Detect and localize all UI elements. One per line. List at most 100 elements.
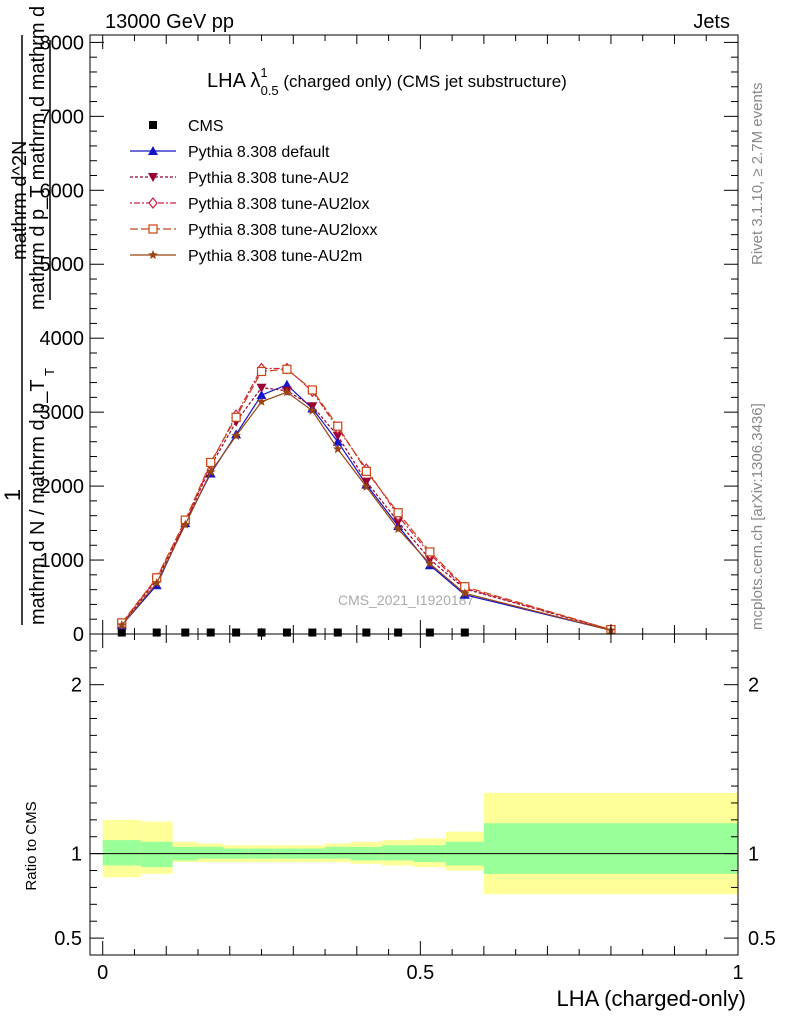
series-line-2: [121, 387, 612, 631]
series-5-point-10: [393, 524, 403, 533]
main-ytick-label-0: 0: [73, 624, 84, 646]
series-5-point-8: [333, 444, 343, 454]
ylabel-numerator-top: mathrm d^2N: [9, 141, 31, 260]
legend-marker-1: [148, 146, 158, 155]
series-4-point-9: [361, 466, 371, 476]
ratio-ytick-label-right-1: 1: [748, 844, 759, 866]
xtick-label-0: 0: [97, 962, 108, 984]
series-line-3: [121, 367, 612, 631]
series-0-point-11: [425, 628, 434, 637]
series-4-point-8: [333, 421, 343, 431]
ratio-band-inner-1: [140, 841, 173, 868]
series-4-point-11: [425, 547, 435, 557]
ratio-band-inner-8: [325, 846, 351, 859]
ratio-ytick-label-left-0: 0.5: [54, 928, 82, 950]
series-2-point-8: [332, 431, 343, 441]
series-4-point-4: [231, 412, 241, 422]
rivet-label: Rivet 3.1.10, ≥ 2.7M events: [749, 83, 766, 266]
series-line-5: [121, 391, 612, 631]
ratio-bands: [90, 792, 738, 895]
series-4-point-7: [307, 385, 317, 395]
legend-label-0: CMS: [188, 118, 224, 135]
xtick-label-1: 0.5: [406, 962, 434, 984]
series-5-point-2: [180, 519, 190, 529]
series-0-point-9: [362, 628, 371, 637]
ratio-ytick-label-left-2: 2: [71, 675, 82, 697]
plot-title: LHA λ1 0.5 (charged only) (CMS jet substr…: [207, 65, 567, 98]
ylabel-denominator: mathrm d N / mathrm d p_T: [27, 379, 49, 625]
plot-title-rest: (charged only) (CMS jet substructure): [279, 72, 567, 91]
legend-marker-2: [148, 173, 158, 182]
main-ytick-label-3: 3000: [40, 402, 85, 424]
series-4-point-3: [206, 457, 216, 468]
series-5-point-5: [256, 396, 267, 406]
main-ytick-label-2: 2000: [40, 476, 85, 498]
series-0-point-6: [282, 628, 291, 637]
legend-label-5: Pythia 8.308 tune-AU2m: [188, 248, 362, 265]
legend-marker-0: [149, 121, 157, 129]
series-5-point-11: [425, 558, 435, 568]
main-ytick-label-1: 1000: [40, 550, 85, 572]
series-layer: [116, 362, 616, 637]
ratio-band-inner-13: [483, 823, 738, 874]
series-5-point-7: [307, 405, 318, 415]
series-0-point-10: [394, 628, 403, 637]
main-ytick-label-8: 8000: [40, 32, 85, 54]
series-1-point-8: [332, 436, 343, 446]
legend-label-1: Pythia 8.308 default: [188, 144, 330, 161]
series-4-point-6: [282, 364, 292, 374]
ylabel-numerator-bottom: mathrm d p_T mathrm d mathrm d lambda: [27, 0, 49, 310]
ratio-ytick-label-left-1: 1: [71, 844, 82, 866]
ratio-ytick-label-right-0: 0.5: [748, 928, 776, 950]
series-2-point-10: [393, 517, 404, 527]
series-4-point-5: [256, 366, 267, 377]
series-1-point-6: [281, 379, 292, 389]
legend: CMS Pythia 8.308 default Pythia 8.308 tune…: [130, 118, 377, 265]
series-4-point-10: [393, 508, 403, 518]
x-axis-label: LHA (charged-only): [556, 986, 746, 1011]
header-right-title: Jets: [693, 11, 730, 33]
watermark: CMS_2021_I1920187: [338, 592, 474, 608]
legend-label-4: Pythia 8.308 tune-AU2loxx: [188, 222, 377, 239]
series-0-point-0: [117, 628, 126, 637]
series-0-point-8: [333, 628, 342, 637]
main-ytick-label-4: 4000: [40, 328, 85, 350]
legend-label-3: Pythia 8.308 tune-AU2lox: [188, 196, 369, 213]
main-ytick-label-6: 6000: [40, 180, 85, 202]
plot-title-sup: 1: [260, 65, 267, 80]
main-ytick-label-5: 5000: [40, 254, 85, 276]
ylabel-frac-one: 1: [0, 489, 25, 501]
series-0-point-1: [152, 628, 161, 637]
series-5-point-1: [152, 578, 162, 587]
series-5-point-9: [361, 481, 372, 491]
ratio-ytick-label-right-2: 2: [748, 675, 759, 697]
plot-title-main: LHA λ: [207, 70, 260, 92]
main-ylabel: 1 mathrm d^2N mathrm d p_T mathrm d math…: [0, 0, 57, 625]
header-left-title: 13000 GeV pp: [105, 11, 234, 33]
plot-title-sub: 0.5: [261, 83, 279, 98]
series-1-point-5: [256, 390, 267, 400]
series-0-point-2: [181, 628, 190, 637]
series-5-point-6: [282, 387, 292, 397]
main-ytick-label-7: 7000: [40, 106, 85, 128]
ratio-band-inner-0: [102, 840, 141, 866]
ylabel-denominator-sub: T: [42, 368, 57, 376]
series-line-4: [121, 368, 612, 631]
series-0-point-3: [206, 628, 215, 637]
xtick-label-2: 1: [732, 962, 743, 984]
series-5-point-3: [206, 467, 216, 477]
series-0-point-12: [460, 628, 469, 637]
ratio-band-inner-10: [382, 845, 414, 861]
legend-label-2: Pythia 8.308 tune-AU2: [188, 170, 349, 187]
series-0-point-7: [308, 628, 317, 637]
legend-marker-3: [148, 197, 158, 209]
legend-marker-4: [148, 224, 158, 234]
series-0-point-4: [232, 628, 241, 637]
legend-marker-5: [148, 250, 158, 259]
ratio-band-inner-3: [198, 846, 224, 859]
series-2-point-5: [256, 383, 267, 393]
ratio-panel-frame: [89, 633, 739, 956]
ratio-ylabel: Ratio to CMS: [23, 801, 40, 890]
series-5-point-4: [231, 430, 241, 440]
